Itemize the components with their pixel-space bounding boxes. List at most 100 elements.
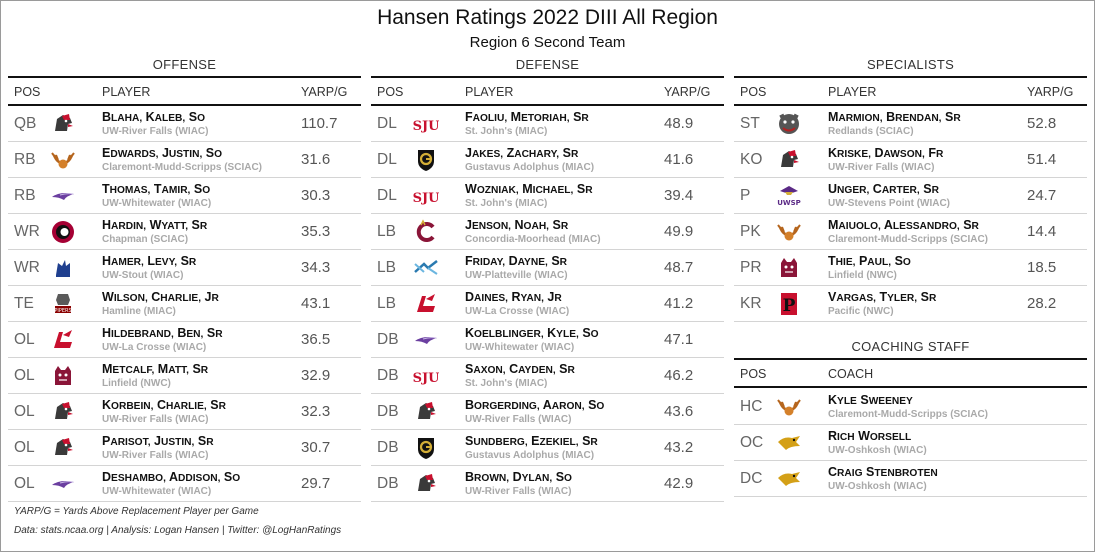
player-header: PLAYER (465, 85, 514, 99)
player-header: PLAYER (102, 85, 151, 99)
yarp-value: 39.4 (664, 187, 694, 204)
position-label: DB (377, 367, 399, 384)
yarp-value: 31.6 (301, 151, 331, 168)
sju-wordmark-icon: SJU (413, 183, 441, 209)
player-row: RB THOMAS, TAMIR, SO UW-Whitewater (WIAC) 3… (8, 178, 361, 214)
team-conference: Linfield (NWC) (102, 378, 171, 389)
coach-row: OC RICH WORSELL UW-Oshkosh (WIAC) (734, 425, 1087, 461)
player-name: BORGERDING, AARON, SO (465, 398, 605, 412)
player-name: BLAHA, KALEB, SO (102, 110, 205, 124)
yarp-value: 28.2 (1027, 295, 1057, 312)
yarp-header: YARP/G (301, 85, 348, 99)
position-label: P (740, 187, 751, 204)
player-row: QB BLAHA, KALEB, SO UW-River Falls (WIAC) 1… (8, 106, 361, 142)
team-conference: UW-La Crosse (WIAC) (465, 306, 570, 317)
section-title-offense: OFFENSE (152, 57, 217, 72)
yarp-definition: YARP/G = Yards Above Replacement Player … (14, 506, 259, 517)
position-label: HC (740, 398, 763, 415)
svg-text:P: P (783, 296, 796, 316)
eagle-l-icon (50, 327, 76, 353)
player-row: WR HARDIN, WYATT, SR Chapman (SCIAC) 35.3 (8, 214, 361, 250)
svg-text:UWSP: UWSP (777, 199, 801, 207)
position-label: OC (740, 434, 764, 451)
bulldog-icon (776, 111, 802, 137)
team-conference: Gustavus Adolphus (MIAC) (465, 450, 595, 461)
team-conference: UW-Whitewater (WIAC) (465, 342, 575, 353)
position-label: KR (740, 295, 762, 312)
yarp-value: 48.9 (664, 115, 694, 132)
team-conference: Concordia-Moorhead (MIAC) (465, 234, 601, 245)
yarp-value: 47.1 (664, 331, 694, 348)
sju-wordmark-icon: SJU (413, 363, 441, 389)
team-conference: Redlands (SCIAC) (828, 126, 914, 137)
player-row: P UWSP UNGER, CARTER, SR UW-Stevens Point (… (734, 178, 1087, 214)
team-conference: Gustavus Adolphus (MIAC) (465, 162, 595, 173)
team-conference: UW-River Falls (WIAC) (102, 414, 209, 425)
player-name: KRISKE, DAWSON, FR (828, 146, 944, 160)
team-conference: UW-River Falls (WIAC) (465, 486, 572, 497)
warhawk-icon (50, 471, 76, 497)
player-name: DESHAMBO, ADDISON, SO (102, 470, 241, 484)
player-name: JAKES, ZACHARY, SR (465, 146, 579, 160)
player-name: VARGAS, TYLER, SR (828, 290, 937, 304)
cobbers-c-icon (413, 219, 439, 245)
player-row: DB BROWN, DYLAN, SO UW-River Falls (WIAC) 4… (371, 466, 724, 502)
position-label: DL (377, 187, 397, 204)
eagle-l-icon (413, 291, 439, 317)
yarp-value: 43.2 (664, 439, 694, 456)
position-label: DL (377, 151, 397, 168)
uwsp-pointer-icon: UWSP (776, 183, 802, 209)
pos-header: POS (377, 85, 404, 99)
yarp-value: 36.5 (301, 331, 331, 348)
team-conference: UW-Whitewater (WIAC) (102, 198, 212, 209)
player-row: RB EDWARDS, JUSTIN, SO Claremont-Mudd-Scri… (8, 142, 361, 178)
yarp-value: 41.6 (664, 151, 694, 168)
svg-text:SJU: SJU (413, 371, 439, 386)
section-title-coaching-staff: COACHING STAFF (851, 339, 970, 354)
position-label: DC (740, 470, 763, 487)
svg-text:SJU: SJU (413, 191, 439, 206)
yarp-value: 41.2 (664, 295, 694, 312)
position-label: PK (740, 223, 761, 240)
pipers-icon: PIPERS (50, 291, 76, 317)
svg-text:SJU: SJU (413, 119, 439, 134)
player-name: METCALF, MATT, SR (102, 362, 209, 376)
yarp-value: 18.5 (1027, 259, 1057, 276)
wildcat-icon (776, 255, 802, 281)
page-title: Hansen Ratings 2022 DIII All Region (377, 6, 718, 29)
yarp-value: 32.9 (301, 367, 331, 384)
data-credits: Data: stats.ncaa.org | Analysis: Logan H… (14, 525, 342, 536)
position-label: DL (377, 115, 397, 132)
wildcat-icon (50, 363, 76, 389)
player-row: KO KRISKE, DAWSON, FR UW-River Falls (WIAC… (734, 142, 1087, 178)
team-conference: UW-Oshkosh (WIAC) (828, 481, 927, 492)
falcon-head-icon (776, 147, 802, 173)
pos-header: POS (14, 85, 41, 99)
yarp-value: 46.2 (664, 367, 694, 384)
yarp-value: 30.3 (301, 187, 331, 204)
yarp-value: 35.3 (301, 223, 331, 240)
player-name: UNGER, CARTER, SR (828, 182, 939, 196)
player-row: OL DESHAMBO, ADDISON, SO UW-Whitewater (WI… (8, 466, 361, 502)
yarp-value: 30.7 (301, 439, 331, 456)
team-conference: UW-Stout (WIAC) (102, 270, 184, 281)
page-subtitle: Region 6 Second Team (469, 34, 626, 51)
coach-header: COACH (828, 367, 874, 381)
team-conference: Claremont-Mudd-Scripps (SCIAC) (102, 162, 262, 173)
player-row: LB DAINES, RYAN, JR UW-La Crosse (WIAC) 41.… (371, 286, 724, 322)
player-name: SUNDBERG, EZEKIEL, SR (465, 434, 598, 448)
player-name: BROWN, DYLAN, SO (465, 470, 572, 484)
player-row: DB SJU SAXON, CAYDEN, SR St. John's (MIAC) 4… (371, 358, 724, 394)
yarp-header: YARP/G (1027, 85, 1074, 99)
player-row: DB BORGERDING, AARON, SO UW-River Falls (W… (371, 394, 724, 430)
pos-header: POS (740, 85, 767, 99)
stag-antlers-icon (776, 219, 802, 245)
position-label: ST (740, 115, 760, 132)
titan-icon (776, 430, 802, 456)
player-name: HARDIN, WYATT, SR (102, 218, 208, 232)
team-conference: Claremont-Mudd-Scripps (SCIAC) (828, 409, 988, 420)
player-row: KR P VARGAS, TYLER, SR Pacific (NWC) 28.2 (734, 286, 1087, 322)
yarp-value: 51.4 (1027, 151, 1057, 168)
position-label: LB (377, 295, 396, 312)
player-name: WOZNIAK, MICHAEL, SR (465, 182, 593, 196)
